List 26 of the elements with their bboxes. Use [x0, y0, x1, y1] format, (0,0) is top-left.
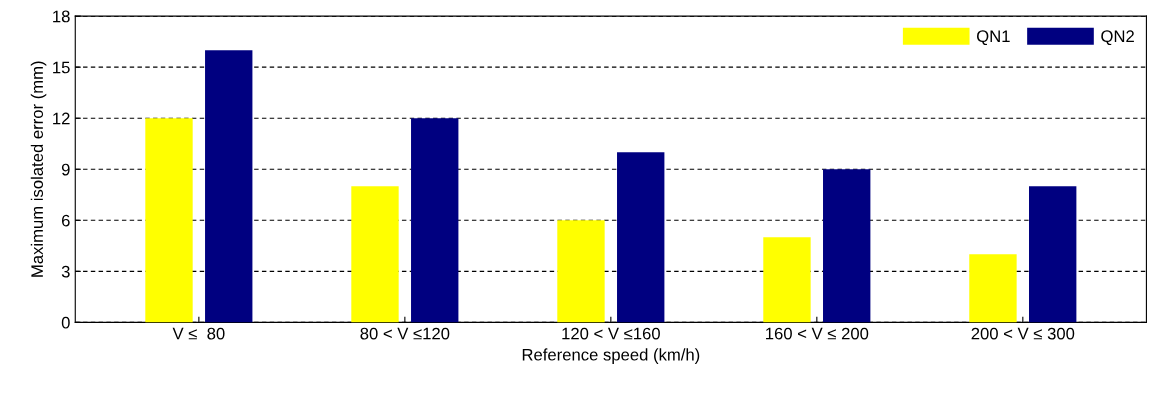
y-tick-label: 12: [53, 112, 70, 125]
bar: [763, 237, 811, 323]
bar: [1029, 186, 1077, 323]
legend-label: QN1: [977, 30, 1010, 46]
bar: [145, 118, 193, 323]
x-tick-label: 160 < V ≤ 200: [766, 327, 869, 340]
bar: [205, 50, 253, 323]
x-tick-label: 120 < V ≤160: [562, 327, 660, 340]
x-tick-label: 80 < V ≤120: [360, 327, 450, 340]
legend-label: QN2: [1101, 30, 1134, 46]
y-tick-label: 15: [53, 61, 70, 74]
y-tick-label: 3: [61, 265, 70, 278]
x-axis-title: Reference speed (km/h): [522, 348, 700, 364]
bar: [823, 169, 871, 323]
bar: [351, 186, 399, 323]
bar: [557, 220, 605, 323]
bar: [617, 152, 665, 323]
x-tick-label: V ≤ 80: [172, 327, 225, 340]
y-tick-label: 9: [61, 163, 70, 176]
y-tick-label: 6: [61, 214, 70, 227]
bar: [969, 254, 1017, 323]
y-tick-label: 18: [53, 10, 70, 23]
x-tick-label: 200 < V ≤ 300: [971, 327, 1075, 340]
y-axis-title: Maximum isolated error (mm): [30, 61, 47, 277]
y-tick-label: 0: [61, 316, 70, 329]
bar: [411, 118, 459, 323]
